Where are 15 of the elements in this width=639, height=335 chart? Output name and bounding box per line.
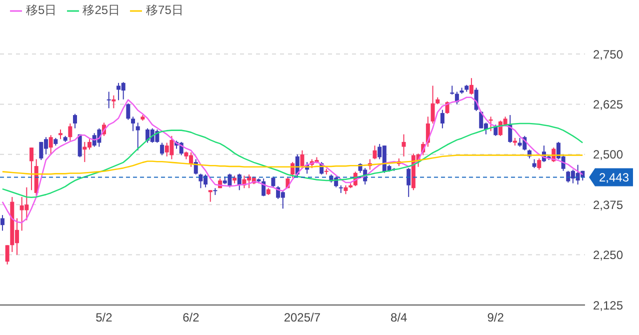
y-tick-label: 2,375 <box>593 198 624 212</box>
legend-label: 移5日 <box>26 3 57 17</box>
x-tick-label: 5/2 <box>96 310 113 325</box>
x-tick-label: 2025/7 <box>284 310 321 325</box>
x-tick-label: 9/2 <box>487 310 504 325</box>
legend-label: 移25日 <box>82 3 120 17</box>
y-tick-label: 2,500 <box>593 148 624 162</box>
x-tick-label: 6/2 <box>182 310 200 325</box>
y-tick-label: 2,125 <box>593 298 624 312</box>
x-tick-label: 8/4 <box>390 310 408 325</box>
ref-line-label: 2,443 <box>598 170 630 184</box>
y-tick-label: 2,750 <box>593 47 624 62</box>
legend-label: 移75日 <box>146 3 184 17</box>
y-tick-label: 2,625 <box>593 97 624 112</box>
y-tick-label: 2,250 <box>593 248 624 262</box>
